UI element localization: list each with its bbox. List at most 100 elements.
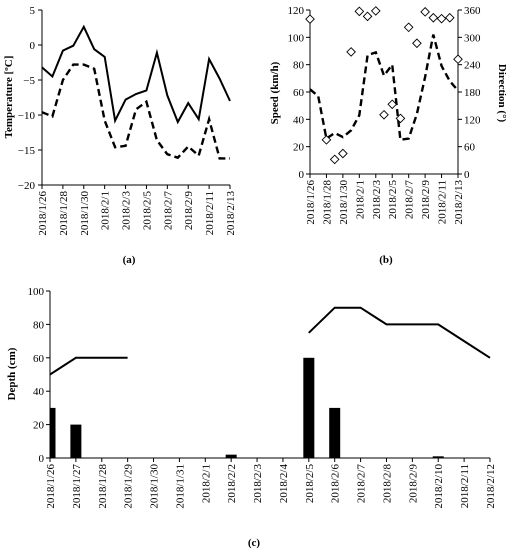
panel-a-xtick-label: 2018/1/28 — [58, 191, 70, 236]
panel-c-xtick-label: 2018/2/4 — [278, 464, 290, 504]
panel-c-depth-bar — [50, 407, 56, 458]
panel-c-xtick-label: 2018/2/10 — [433, 464, 445, 509]
panel-b-xtick-label: 2018/1/30 — [338, 180, 350, 225]
panel-a-ytick-label: −10 — [18, 110, 36, 122]
panel-c-ytick-label: 100 — [28, 286, 45, 298]
panel-c-xtick-label: 2018/2/5 — [304, 464, 316, 504]
panel-a-ytick-label: 5 — [30, 5, 36, 17]
panel-b-xtick-label: 2018/2/1 — [354, 180, 366, 219]
panel-b-direction-point — [362, 11, 373, 22]
panel-c-xtick-label: 2018/1/27 — [71, 464, 83, 509]
panel-a-ytick-label: 0 — [30, 40, 36, 52]
panel-b-direction-point — [403, 22, 414, 33]
panel-b-direction-point — [329, 154, 340, 165]
panel-c-xtick-label: 2018/2/3 — [252, 464, 264, 504]
panel-a-xtick-label: 2018/2/1 — [100, 191, 112, 230]
panel-b-y2tick-label: 0 — [464, 169, 470, 181]
panel-b-ytick-label: 0 — [299, 169, 305, 181]
panel-c: Depth (cm) (c) 0 20 40 60 80 100 2018/1/26 2018… — [6, 286, 497, 549]
panel-b: Speed (km/h) Direction (°) (b) 0 20 40 60 80… — [269, 5, 506, 266]
panel-a-label: (a) — [123, 254, 136, 266]
panel-b-xtick-label: 2018/2/9 — [420, 180, 432, 220]
panel-b-direction-point — [444, 12, 455, 23]
panel-a-xtick-label: 2018/2/9 — [183, 191, 195, 231]
panel-c-xtick-label: 2018/2/2 — [226, 464, 238, 503]
panel-a-xtick-label: 2018/1/26 — [37, 191, 49, 236]
panel-c-ytick-label: 60 — [33, 353, 45, 365]
panel-c-label: (c) — [248, 537, 261, 549]
panel-b-label: (b) — [379, 254, 393, 266]
panel-a-series-solid-line — [41, 24, 231, 125]
panel-c-depth-bar — [329, 407, 341, 458]
panel-b-direction-point — [395, 113, 406, 124]
panel-b-xtick-label: 2018/2/7 — [404, 180, 416, 220]
panel-b-ytick-label: 120 — [288, 5, 305, 17]
panel-c-xtick-label: 2018/2/8 — [381, 464, 393, 504]
panel-b-direction-point — [321, 134, 332, 145]
panel-b-ytick-label: 20 — [293, 142, 305, 154]
panel-a-ytick-label: −5 — [23, 75, 35, 87]
panel-c-ytick-label: 20 — [33, 420, 45, 432]
panel-b-y2tick-label: 60 — [464, 142, 476, 154]
panel-c-ytick-label: 40 — [33, 386, 45, 398]
panel-a-ytick-label: −15 — [18, 145, 36, 157]
panel-b-direction-point — [420, 6, 430, 17]
panel-b-y2label: Direction (°) — [496, 64, 506, 123]
panel-b-direction-point — [370, 6, 381, 16]
panel-b-direction-point — [379, 109, 389, 120]
panel-a-xtick-label: 2018/1/30 — [79, 191, 91, 236]
panel-b-direction-point — [453, 54, 463, 65]
panel-c-xtick-label: 2018/1/29 — [123, 464, 135, 509]
panel-c-ytick-label: 80 — [33, 319, 45, 331]
panel-b-ytick-label: 60 — [293, 87, 305, 99]
panel-b-xtick-label: 2018/1/28 — [321, 180, 333, 225]
panel-c-xtick-label: 2018/2/7 — [356, 464, 368, 504]
panel-b-speed-line — [309, 34, 459, 142]
panel-b-ytick-label: 40 — [293, 114, 305, 126]
panel-c-xtick-label: 2018/1/30 — [149, 464, 161, 509]
panel-b-direction-point — [428, 12, 439, 23]
panel-a-xtick-label: 2018/2/13 — [225, 191, 237, 236]
panel-a-xtick-label: 2018/2/5 — [141, 191, 153, 231]
panel-c-depth-line-segment — [308, 306, 491, 359]
panel-b-xtick-label: 2018/1/26 — [305, 180, 317, 225]
panel-a-ylabel: Temperature [ºC] — [3, 56, 15, 139]
panel-b-xtick-label: 2018/2/3 — [371, 180, 383, 220]
panel-a: Temperature [ºC] (a) 50−5−10−15−202018/1… — [3, 5, 237, 266]
panel-b-xtick-label: 2018/2/11 — [437, 180, 449, 224]
panel-c-xtick-label: 2018/2/11 — [459, 464, 471, 508]
panel-b-y2tick-label: 300 — [464, 32, 481, 44]
panel-c-xtick-label: 2018/2/9 — [407, 464, 419, 504]
panel-a-xtick-label: 2018/2/11 — [204, 191, 216, 235]
panel-b-ylabel: Speed (km/h) — [269, 61, 281, 124]
panel-b-direction-point — [346, 47, 356, 57]
panel-b-ytick-label: 100 — [288, 32, 305, 44]
panel-b-y2tick-label: 180 — [464, 87, 481, 99]
panel-b-direction-point — [305, 14, 315, 24]
panel-b-y2tick-label: 360 — [464, 5, 481, 17]
panel-c-ylabel: Depth (cm) — [6, 347, 18, 400]
panel-b-ytick-label: 80 — [293, 60, 305, 72]
panel-b-xtick-label: 2018/2/5 — [387, 180, 399, 220]
panel-c-xtick-label: 2018/1/26 — [45, 464, 57, 509]
panel-c-ytick-label: 0 — [39, 453, 45, 465]
panel-c-xtick-label: 2018/2/1 — [200, 464, 212, 503]
panel-b-y2tick-label: 240 — [464, 60, 481, 72]
panel-a-ytick-label: −20 — [18, 180, 36, 192]
panel-a-xtick-label: 2018/2/7 — [162, 191, 174, 231]
panel-c-depth-bar — [225, 454, 237, 458]
panel-b-direction-point — [412, 38, 422, 49]
panel-b-direction-point — [387, 99, 398, 110]
panel-c-xtick-label: 2018/2/6 — [330, 464, 342, 504]
panel-b-y2tick-label: 120 — [464, 114, 481, 126]
panel-c-depth-bar — [70, 424, 82, 458]
panel-c-xtick-label: 2018/1/28 — [97, 464, 109, 509]
panel-c-depth-bar — [432, 456, 444, 458]
panel-a-xtick-label: 2018/2/3 — [121, 191, 133, 231]
panel-c-depth-bar — [303, 357, 315, 458]
panel-b-xtick-label: 2018/2/13 — [453, 180, 465, 225]
panel-b-direction-point — [338, 148, 348, 159]
panel-b-direction-point — [354, 6, 365, 17]
panel-a-series-dashed-line — [41, 63, 230, 160]
